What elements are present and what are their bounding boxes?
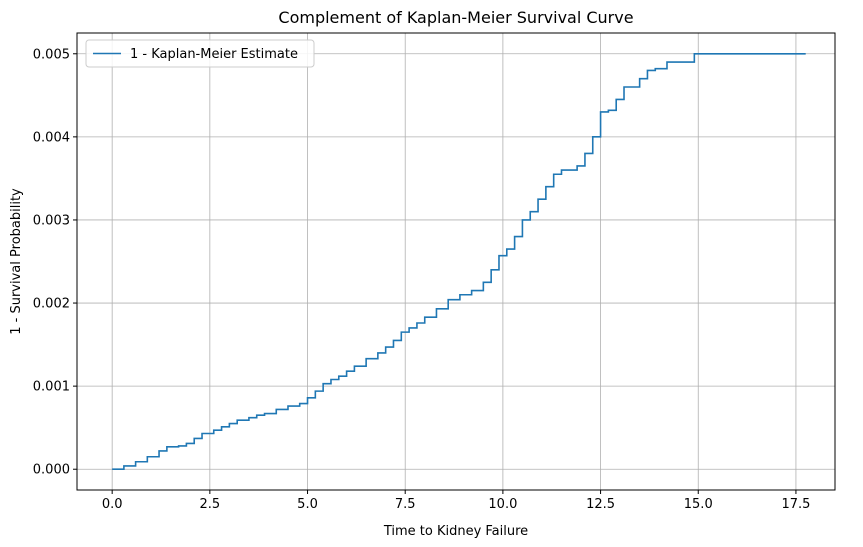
x-tick-label: 12.5 — [586, 497, 615, 512]
x-tick-label: 0.0 — [102, 497, 123, 512]
grid — [77, 33, 835, 490]
y-tick-label: 0.005 — [33, 47, 70, 62]
x-tick-label: 15.0 — [684, 497, 713, 512]
legend-entry-kaplan-meier: 1 - Kaplan-Meier Estimate — [130, 47, 298, 62]
legend-box — [85, 39, 315, 68]
y-tick-label: 0.002 — [33, 297, 70, 312]
y-tick-label: 0.003 — [33, 213, 70, 228]
x-tick-label: 2.5 — [200, 497, 221, 512]
y-tick-label: 0.000 — [33, 463, 70, 478]
x-axis-ticks: 0.0 2.5 5.0 7.5 10.0 12.5 15.0 17.5 — [102, 490, 810, 512]
x-tick-label: 10.0 — [488, 497, 517, 512]
x-tick-label: 7.5 — [395, 497, 416, 512]
x-tick-label: 17.5 — [781, 497, 810, 512]
plot-frame — [76, 32, 836, 491]
y-tick-label: 0.004 — [33, 130, 70, 145]
chart-title: Complement of Kaplan-Meier Survival Curv… — [278, 8, 633, 27]
y-axis-ticks: 0.000 0.001 0.002 0.003 0.004 0.005 — [33, 47, 77, 478]
x-tick-label: 5.0 — [297, 497, 318, 512]
series-line-kaplan-meier — [112, 52, 806, 471]
y-axis-label: 1 - Survival Probability — [9, 188, 24, 335]
y-tick-label: 0.001 — [33, 380, 70, 395]
x-axis-label: Time to Kidney Failure — [383, 524, 528, 539]
legend: 1 - Kaplan-Meier Estimate — [85, 39, 315, 68]
